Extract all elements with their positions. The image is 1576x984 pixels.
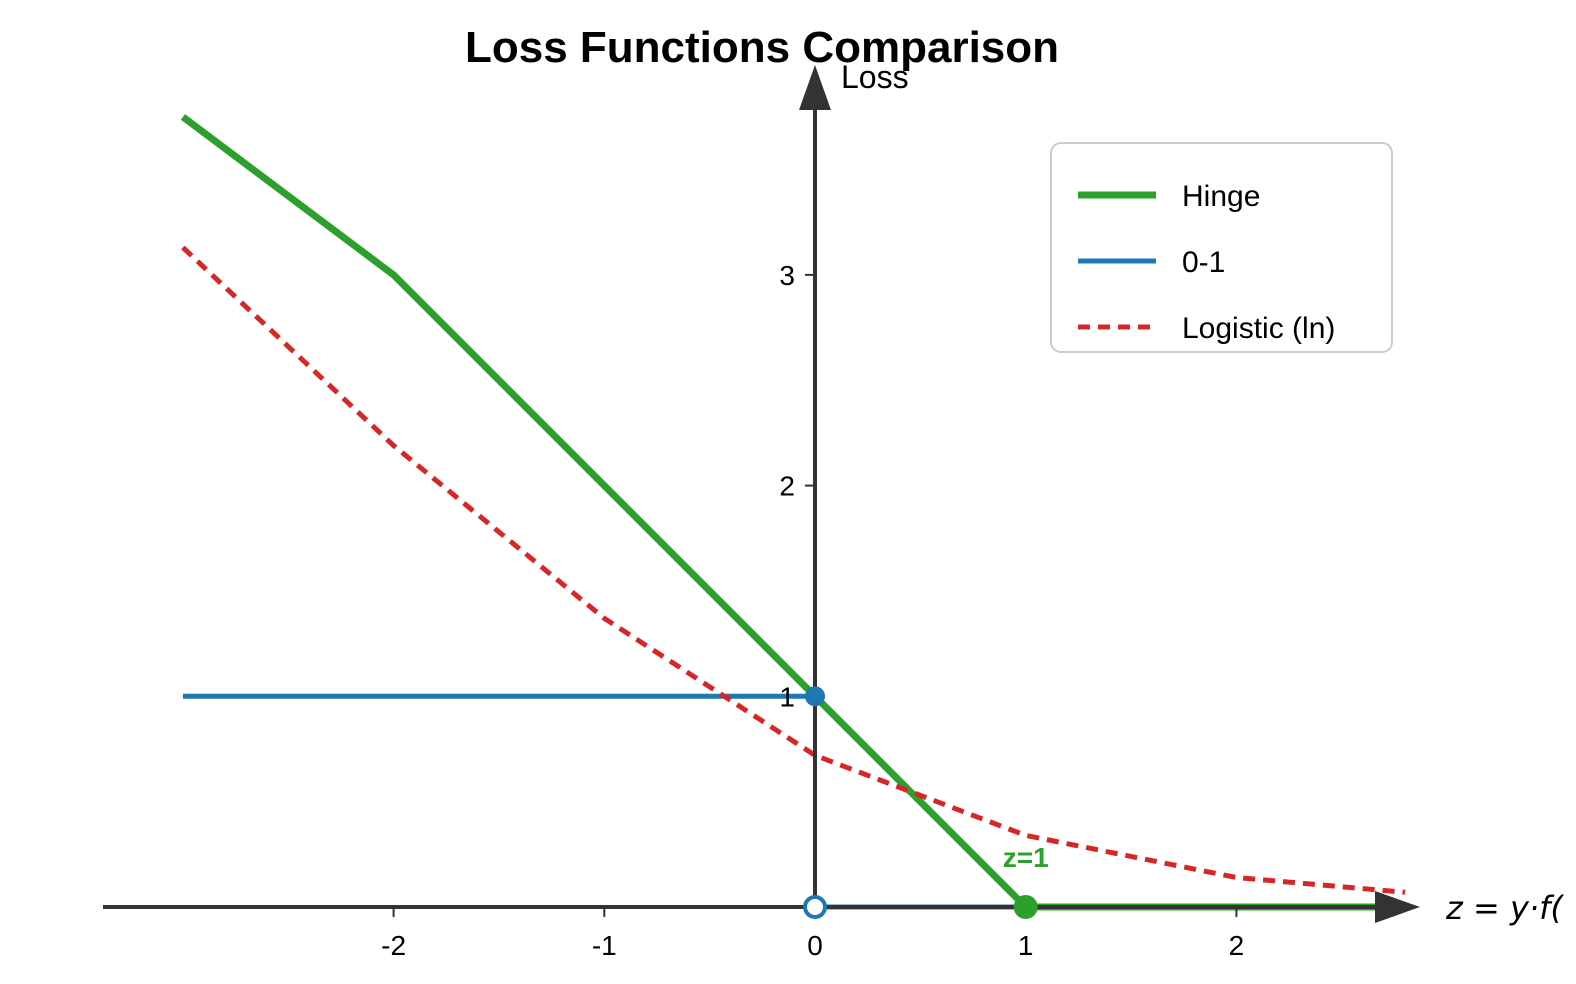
x-tick-label: -1 — [592, 930, 617, 961]
legend-label: 0-1 — [1182, 246, 1225, 279]
y-tick-label: 3 — [779, 260, 795, 291]
y-tick-label: 2 — [779, 471, 795, 502]
x-tick-label: -2 — [381, 930, 406, 961]
hinge-kink-dot — [1013, 895, 1038, 919]
marker-layer: z=1 — [803, 686, 1049, 919]
legend-item: 0-1 — [1078, 246, 1225, 279]
legend: Hinge 0-1 Logistic (ln) — [1050, 142, 1393, 353]
y-axis-label: Loss — [841, 59, 909, 95]
x-axis-arrow-icon — [1375, 891, 1420, 923]
x-tick-label: 2 — [1229, 930, 1245, 961]
x-axis-label: z = y·f( — [1445, 889, 1564, 927]
series-logistic-line — [181, 245, 1406, 895]
axes-layer: -2 -1 0 1 2 1 2 3 Loss z = y·f( — [103, 59, 1564, 961]
x-tick-label: 0 — [807, 930, 823, 961]
zero-one-filled-dot — [805, 686, 825, 707]
legend-item: Hinge — [1078, 180, 1260, 213]
zero-one-open-dot — [803, 895, 827, 919]
legend-label: Logistic (ln) — [1182, 312, 1335, 345]
chart-title: Loss Functions Comparison — [465, 23, 1059, 72]
x-tick-label: 1 — [1018, 930, 1034, 961]
legend-item: Logistic (ln) — [1078, 312, 1335, 345]
legend-label: Hinge — [1182, 180, 1260, 213]
y-tick-label: 1 — [779, 681, 795, 712]
y-axis-arrow-icon — [799, 65, 831, 110]
annotation-label: z=1 — [1003, 842, 1049, 873]
